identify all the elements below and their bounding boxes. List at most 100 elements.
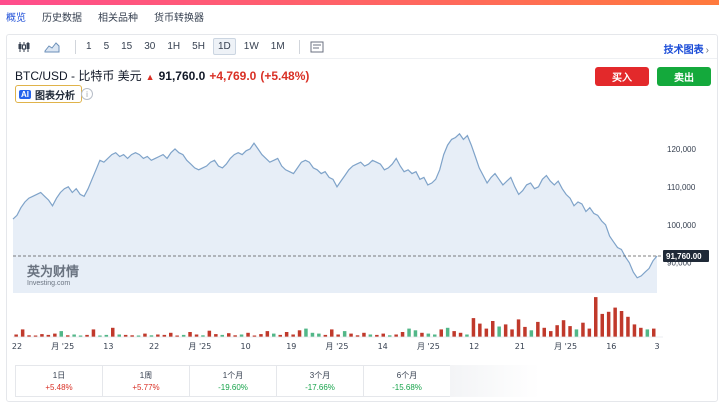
chart-settings-icon[interactable] [306,38,328,56]
volume-bar [291,334,295,337]
timeframe-1min[interactable]: 1 [86,41,92,52]
x-tick-label: 22 [149,342,159,351]
volume-bar [652,328,656,337]
volume-bar [439,329,443,337]
volume-bar [458,332,463,337]
ai-badge: AI [19,89,31,99]
toolbar-divider [298,39,300,54]
volume-bar [542,327,546,337]
volume-bar [426,333,431,337]
performance-period: 3个月 [309,371,331,380]
volume-bar [98,335,102,337]
timeframe-1w[interactable]: 1W [243,41,259,52]
volume-bar [40,334,44,337]
performance-fade [450,365,540,397]
x-tick-label: 10 [241,342,251,351]
sell-button[interactable]: 卖出 [657,67,711,86]
chart-analysis-button[interactable]: AI 图表分析 [15,85,82,103]
watermark-brand: 英为财情 [26,264,79,280]
volume-bar [561,320,566,337]
volume-bar [349,333,353,337]
instrument-price: 91,760.0 [158,69,206,83]
volume-bar [181,334,186,337]
y-tick-label: 90,000 [667,259,692,268]
volume-bar [549,331,553,337]
volume-bar [207,330,212,337]
x-tick-label: 12 [469,342,479,351]
performance-strip: 1日 +5.48% 1周 +5.77% 1个月 -19.60% 3个月 -17.66% 6个月 -… [15,365,715,399]
timeframe-1d[interactable]: 1D [212,38,236,55]
technical-chart-link[interactable]: 技术图表 › [664,41,709,56]
performance-value: -19.60% [218,383,248,392]
area-chart-icon[interactable] [41,38,63,56]
volume-bar [246,332,250,337]
volume-bar [252,335,257,337]
volume-bar [375,334,379,337]
performance-cell[interactable]: 6个月 -15.68% [363,365,451,397]
volume-bar [78,335,83,337]
price-change: +4,769.0 [209,69,257,83]
volume-bar [471,318,476,337]
price-line [12,132,658,279]
nav-historical-data[interactable]: 历史数据 [42,13,82,24]
performance-cell[interactable]: 1个月 -19.60% [189,365,277,397]
price-area [13,133,657,293]
volume-bar [465,334,469,337]
timeframe-1m[interactable]: 1M [270,41,285,52]
volume-bar [259,334,263,337]
arrow-up-icon: ▲ [145,72,155,82]
volume-bar [491,321,495,337]
x-tick-label: 16 [606,342,616,351]
volume-bar [278,334,282,337]
volume-bar [568,326,572,337]
performance-cell[interactable]: 1日 +5.48% [15,365,103,397]
timeframe-30min[interactable]: 30 [144,41,156,52]
x-tick-label: 13 [103,342,113,351]
current-price-label: 91,760.00 [666,252,702,261]
volume-bar [452,331,456,337]
candlestick-icon[interactable] [13,38,35,56]
performance-cell[interactable]: 1周 +5.77% [102,365,190,397]
performance-value: -17.66% [305,383,335,392]
volume-bar [645,329,650,337]
volume-bar [355,335,360,337]
nav-related-instruments[interactable]: 相关品种 [98,13,138,24]
volume-bar [149,335,154,337]
volume-bar [587,328,592,337]
volume-bar [272,333,276,337]
volume-bar [310,332,315,337]
volume-bar [394,334,398,337]
volume-bar [529,330,534,337]
volume-bar [594,297,598,337]
volume-bar [111,327,115,337]
performance-period: 1周 [139,371,153,380]
volume-bar [606,311,611,337]
volume-bar [220,334,224,337]
technical-chart-label: 技术图表 [663,45,704,56]
volume-bar [626,316,630,337]
volume-bar [214,334,218,337]
buy-button[interactable]: 买入 [595,67,649,86]
volume-bar [574,329,579,337]
volume-bar [420,332,424,337]
performance-cell[interactable]: 3个月 -17.66% [276,365,364,397]
timeframe-15min[interactable]: 15 [121,41,133,52]
volume-bar [323,334,328,337]
x-tick-label: 14 [378,342,388,351]
volume-bar [433,334,437,337]
volume-bar [284,332,289,337]
timeframe-1h[interactable]: 1H [167,41,181,52]
volume-bar [362,332,366,337]
timeframe-5min[interactable]: 5 [103,41,110,52]
performance-period: 1日 [52,371,66,380]
volume-bar [407,328,411,337]
nav-overview[interactable]: 概览 [6,13,26,24]
nav-currency-converter[interactable]: 货币转换器 [154,13,204,24]
timeframe-5h[interactable]: 5H [192,41,205,52]
info-icon[interactable]: i [81,88,93,100]
x-tick-label: 3 [654,342,659,351]
volume-bar [136,335,141,337]
chart-toolbar: 1 5 15 30 1H 5H 1D 1W 1M 技术图表 › [7,35,717,59]
price-change-pct: (+5.48%) [260,69,310,83]
